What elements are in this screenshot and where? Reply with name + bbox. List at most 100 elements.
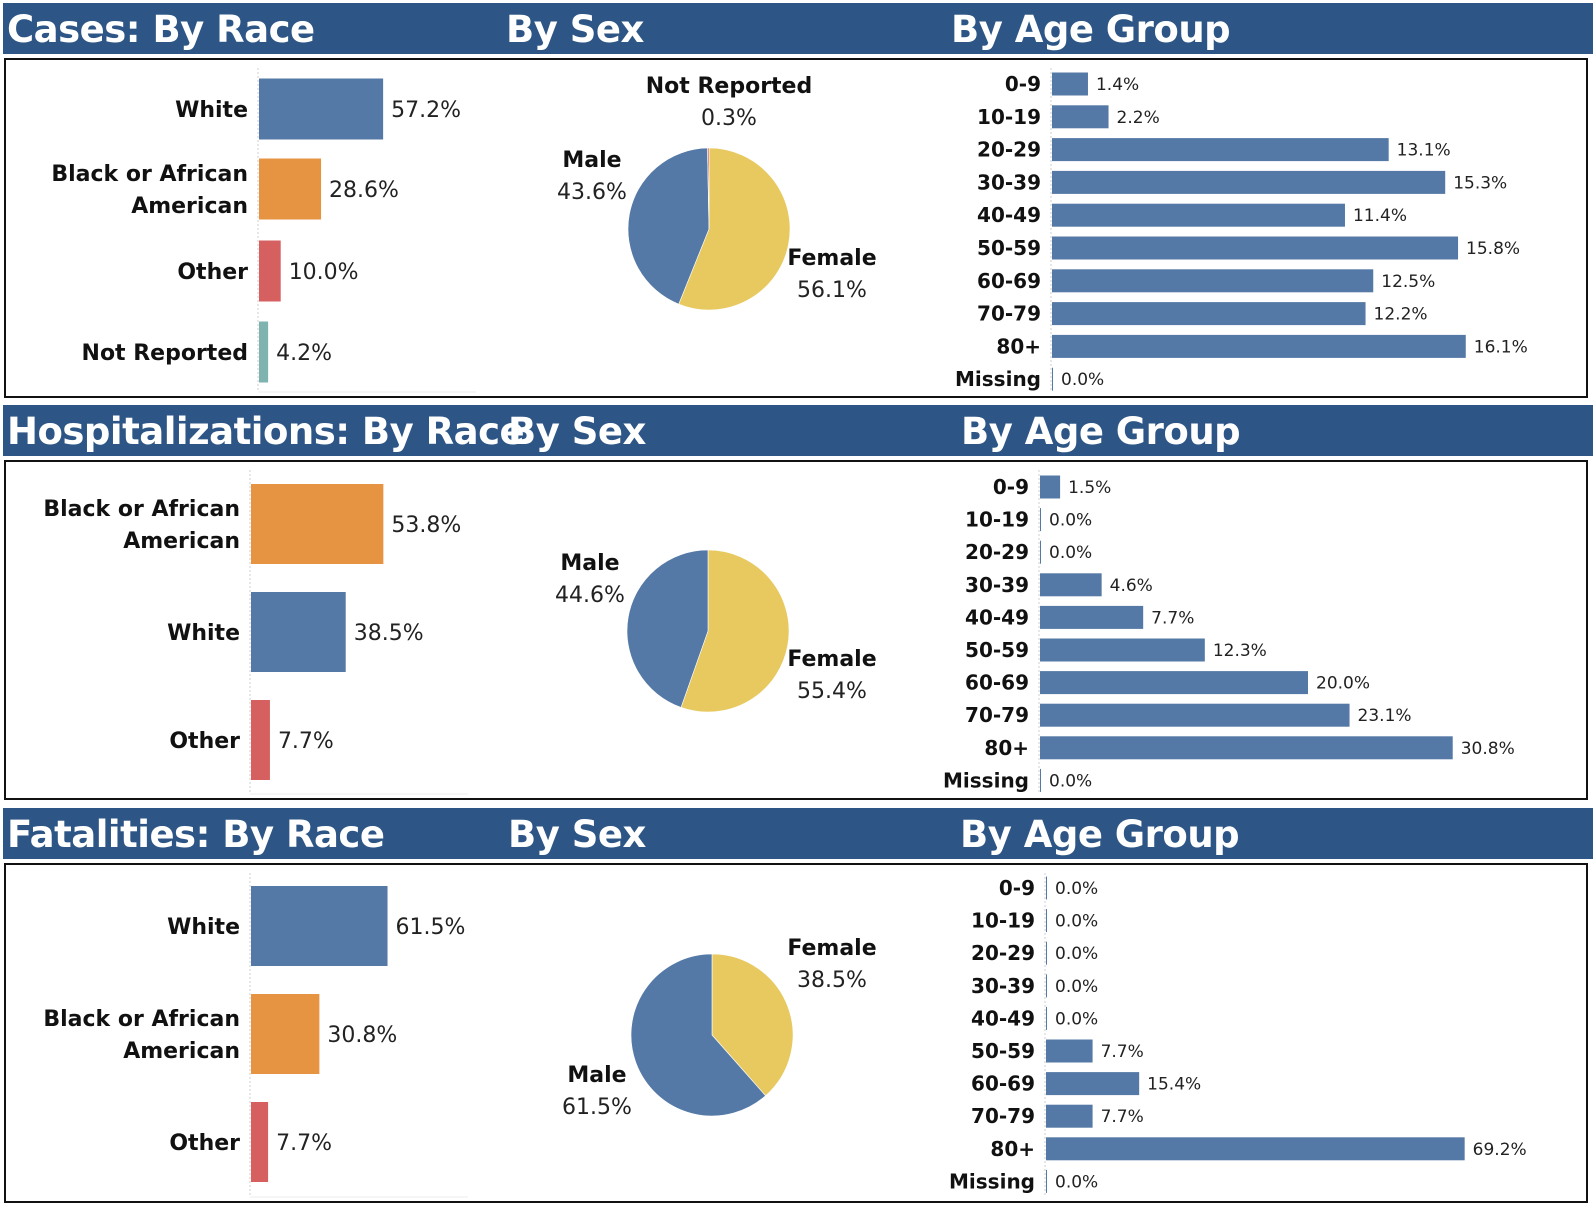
fatalities-age-bar-40-49 [1046, 1006, 1047, 1030]
hospitalizations-race-value-white: 38.5% [354, 621, 424, 646]
hospitalizations-race-label-black-or-african-american-line1: Black or African [43, 497, 240, 522]
cases-race-bar-not-reported [259, 321, 269, 383]
cases-age-label-10-19: 10-19 [977, 105, 1041, 129]
hospitalizations-pie-value-female: 55.4% [797, 679, 867, 704]
cases-age-label-80: 80+ [996, 334, 1041, 358]
fatalities-age-label-40-49: 40-49 [971, 1006, 1035, 1030]
fatalities-age-title: By Age Group [960, 813, 1240, 856]
cases-age-value-60-69: 12.5% [1381, 272, 1435, 292]
cases-age-value-50-59: 15.8% [1466, 239, 1520, 259]
fatalities-age-label-20-29: 20-29 [971, 941, 1035, 965]
fatalities-race-bar-white [251, 886, 388, 966]
cases-header: Cases: By Race By Sex By Age Group [3, 3, 1593, 54]
fatalities-pie-slice-male [630, 953, 766, 1117]
fatalities-age-value-70-79: 7.7% [1101, 1107, 1144, 1127]
fatalities-age-bar-20-29 [1046, 941, 1047, 965]
cases-pie-slice-not-reported [707, 147, 710, 230]
hospitalizations-race-title: Hospitalizations: By Race [7, 410, 525, 453]
hospitalizations-age-bar-70-79 [1040, 703, 1350, 727]
hospitalizations-age-value-10-19: 0.0% [1049, 511, 1092, 531]
fatalities-race-bar-other [251, 1102, 269, 1182]
cases-age-title: By Age Group [951, 8, 1231, 51]
fatalities-section: Fatalities: By Race By Sex By Age Group … [0, 808, 1596, 1218]
fatalities-age-value-60-69: 15.4% [1147, 1075, 1201, 1095]
hospitalizations-age-value-50-59: 12.3% [1213, 641, 1267, 661]
cases-age-label-60-69: 60-69 [977, 269, 1041, 293]
cases-age-value-0-9: 1.4% [1096, 75, 1139, 95]
hospitalizations-race-value-black-or-african-american: 53.8% [391, 513, 461, 538]
cases-pie-slice-male [627, 147, 710, 305]
cases-pie-label-female: Female [787, 246, 876, 271]
fatalities-sex-title: By Sex [508, 813, 646, 856]
fatalities-age-bar-60-69 [1046, 1072, 1140, 1096]
cases-age-value-80: 16.1% [1474, 337, 1528, 357]
cases-race-label-white: White [175, 98, 248, 123]
hospitalizations-race-value-other: 7.7% [278, 729, 334, 754]
cases-panel: White 57.2% Black or African American 28.6% O… [4, 58, 1588, 398]
fatalities-age-value-20-29: 0.0% [1055, 944, 1098, 964]
hospitalizations-age-bar-10-19 [1040, 508, 1041, 532]
hospitalizations-age-bar-60-69 [1040, 671, 1308, 695]
fatalities-age-value-0-9: 0.0% [1055, 879, 1098, 899]
cases-pie-label-male: Male [562, 148, 621, 173]
hospitalizations-age-bar-80 [1040, 736, 1453, 760]
hospitalizations-race-label-other: Other [169, 729, 240, 754]
hospitalizations-race-bar-white [251, 592, 346, 672]
hospitalizations-age-label-20-29: 20-29 [965, 540, 1029, 564]
cases-age-bar-30-39 [1052, 170, 1446, 194]
hospitalizations-age-label-60-69: 60-69 [965, 671, 1029, 695]
fatalities-age-value-80: 69.2% [1473, 1140, 1527, 1160]
hospitalizations-age-value-60-69: 20.0% [1316, 674, 1370, 694]
cases-age-label-20-29: 20-29 [977, 138, 1041, 162]
cases-pie-slice-female [678, 147, 791, 311]
fatalities-race-value-black-or-african-american: 30.8% [327, 1023, 397, 1048]
hospitalizations-age-value-40-49: 7.7% [1151, 608, 1194, 628]
fatalities-pie-value-male: 61.5% [562, 1095, 632, 1120]
hospitalizations-race-bar-black-or-african-american [251, 484, 384, 564]
hospitalizations-age-label-40-49: 40-49 [965, 605, 1029, 629]
hospitalizations-age-value-70-79: 23.1% [1358, 706, 1412, 726]
hospitalizations-panel: Black or African American 53.8% White 38.5% O… [4, 460, 1588, 800]
cases-race-label-not-reported: Not Reported [82, 341, 248, 366]
hospitalizations-pie-label-male: Male [560, 551, 619, 576]
cases-race-title: Cases: By Race [7, 8, 315, 51]
cases-race-bar-black-or-african-american [259, 158, 322, 220]
hospitalizations-header: Hospitalizations: By Race By Sex By Age … [3, 405, 1593, 456]
fatalities-age-label-missing: Missing [949, 1169, 1035, 1193]
cases-age-bar-70-79 [1052, 302, 1366, 326]
fatalities-age-bar-10-19 [1046, 909, 1047, 933]
fatalities-age-value-10-19: 0.0% [1055, 912, 1098, 932]
cases-race-value-white: 57.2% [391, 98, 461, 123]
fatalities-age-label-10-19: 10-19 [971, 909, 1035, 933]
cases-age-bar-0-9 [1052, 72, 1088, 96]
fatalities-age-label-30-39: 30-39 [971, 974, 1035, 998]
cases-race-value-black-or-african-american: 28.6% [329, 178, 399, 203]
cases-age-bar-20-29 [1052, 138, 1389, 162]
hospitalizations-age-label-50-59: 50-59 [965, 638, 1029, 662]
fatalities-age-bar-missing [1046, 1169, 1047, 1193]
fatalities-age-label-60-69: 60-69 [971, 1072, 1035, 1096]
fatalities-age-bar-70-79 [1046, 1104, 1093, 1128]
fatalities-race-label-white: White [167, 915, 240, 940]
cases-age-label-50-59: 50-59 [977, 236, 1041, 260]
fatalities-age-label-50-59: 50-59 [971, 1039, 1035, 1063]
cases-race-bar-white [259, 78, 384, 140]
cases-age-label-0-9: 0-9 [1005, 72, 1041, 96]
cases-age-bar-50-59 [1052, 236, 1459, 260]
hospitalizations-age-value-0-9: 1.5% [1068, 478, 1111, 498]
fatalities-age-label-80: 80+ [990, 1137, 1035, 1161]
cases-age-label-30-39: 30-39 [977, 170, 1041, 194]
cases-age-bar-40-49 [1052, 203, 1345, 227]
cases-age-bar-missing [1052, 367, 1053, 391]
hospitalizations-age-value-30-39: 4.6% [1110, 576, 1153, 596]
hospitalizations-age-value-missing: 0.0% [1049, 771, 1092, 791]
cases-race-bar-other [259, 240, 281, 302]
hospitalizations-age-label-missing: Missing [943, 768, 1029, 792]
cases-age-value-missing: 0.0% [1061, 370, 1104, 390]
hospitalizations-age-label-80: 80+ [984, 736, 1029, 760]
fatalities-age-bar-50-59 [1046, 1039, 1093, 1063]
hospitalizations-age-label-0-9: 0-9 [993, 475, 1029, 499]
hospitalizations-age-value-20-29: 0.0% [1049, 543, 1092, 563]
hospitalizations-age-value-80: 30.8% [1461, 739, 1515, 759]
cases-race-label-black-or-african-american-line2: American [131, 194, 248, 219]
